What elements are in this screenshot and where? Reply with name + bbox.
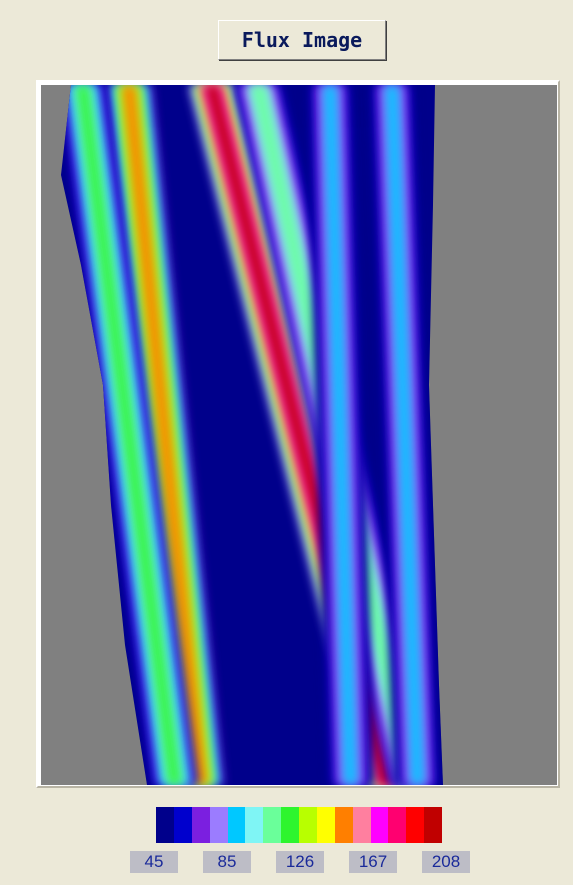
flux-heatmap-svg [41, 85, 557, 785]
flux-region [61, 85, 443, 785]
colorbar-swatch [245, 807, 264, 843]
colorbar-swatch [406, 807, 425, 843]
colorbar [156, 807, 442, 843]
colorbar-swatch [156, 807, 174, 843]
flux-streak [75, 85, 183, 785]
colorbar-swatch [227, 807, 246, 843]
colorbar-swatch [334, 807, 353, 843]
colorbar-tick-label: 167 [349, 851, 397, 873]
colorbar-tick-label: 85 [203, 851, 251, 873]
colorbar-swatch [316, 807, 335, 843]
colorbar-tick-label: 45 [130, 851, 178, 873]
colorbar-tick-label: 126 [276, 851, 324, 873]
colorbar-ticks: 45 85 126 167 208 [130, 851, 470, 875]
flux-image-frame [36, 80, 560, 788]
colorbar-tick-label: 208 [422, 851, 470, 873]
colorbar-swatch [209, 807, 228, 843]
colorbar-swatch [370, 807, 389, 843]
colorbar-swatch [352, 807, 371, 843]
flux-image-title: Flux Image [241, 28, 363, 52]
colorbar-swatch [263, 807, 282, 843]
flux-heatmap[interactable] [41, 85, 557, 785]
colorbar-swatch [299, 807, 317, 843]
colorbar-swatch [173, 807, 192, 843]
flux-image-title-button[interactable]: Flux Image [218, 20, 386, 60]
colorbar-swatch [388, 807, 407, 843]
flux-streak [384, 85, 425, 785]
colorbar-swatch [281, 807, 299, 843]
flux-streak [121, 85, 208, 785]
colorbar-swatch [424, 807, 442, 843]
colorbar-swatch [191, 807, 210, 843]
flux-streak [322, 85, 358, 785]
